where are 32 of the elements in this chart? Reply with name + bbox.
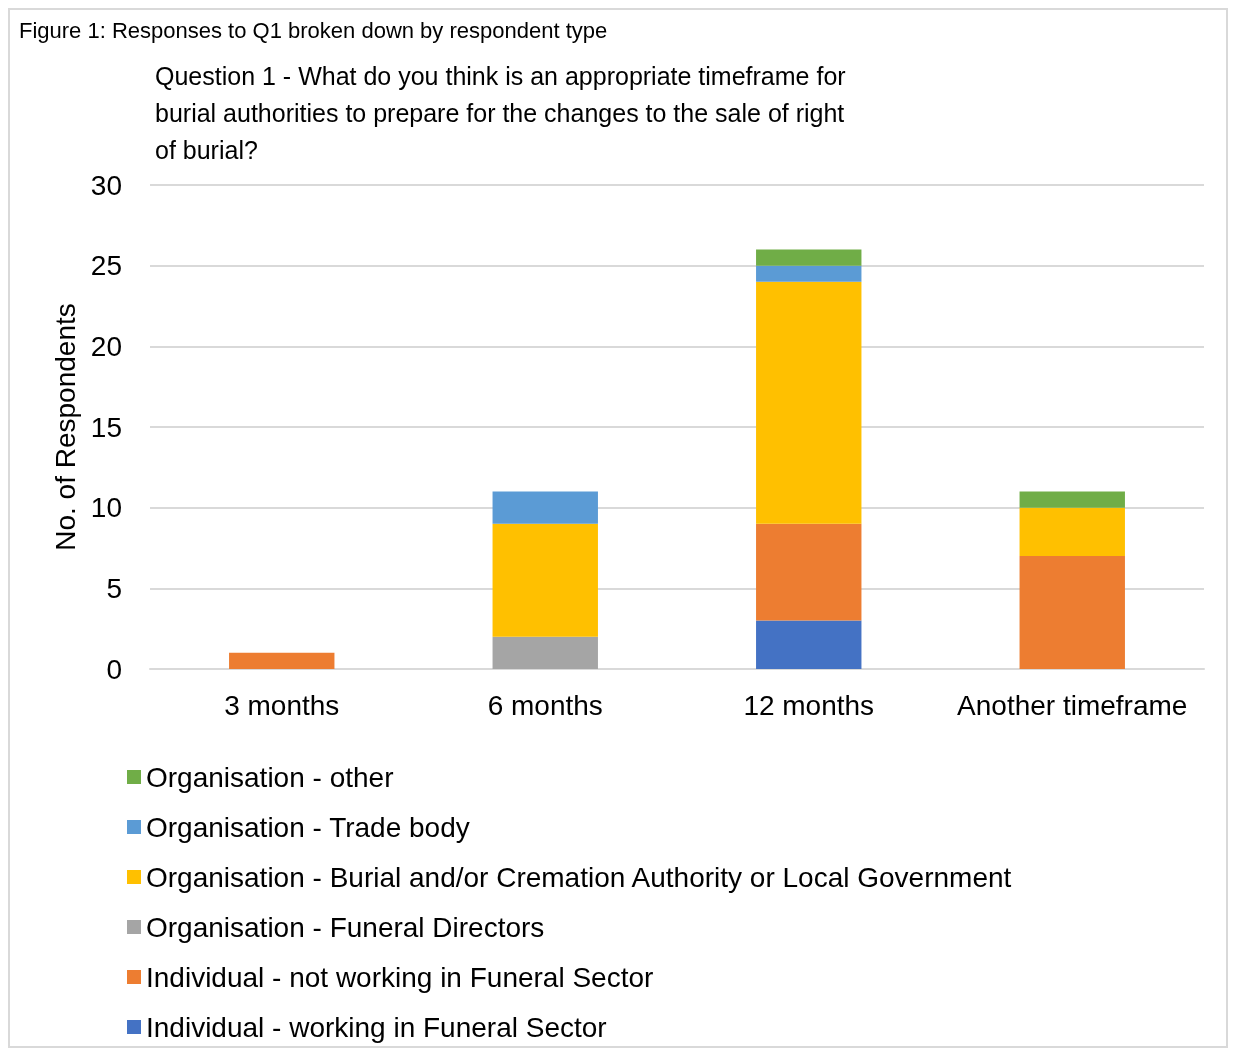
legend-label: Organisation - Burial and/or Cremation Authority or Local Government [146, 861, 1012, 893]
chart-title: Question 1 - What do you think is an appropriate timeframe for burial authorities to prepare for the changes to the sale of right of burial? [155, 61, 846, 164]
y-tick-label: 0 [106, 653, 122, 685]
y-tick-label: 5 [106, 572, 122, 604]
bar [1019, 507, 1125, 557]
bar [492, 636, 598, 669]
y-tick-label: 15 [90, 411, 122, 443]
x-tick-label: 6 months [487, 689, 603, 721]
bar [756, 620, 862, 669]
legend-label: Individual - working in Funeral Sector [146, 1011, 607, 1043]
legend-label: Individual - not working in Funeral Sector [146, 961, 654, 993]
y-tick-label: 30 [90, 169, 122, 201]
bar [756, 249, 862, 266]
bar [229, 652, 335, 669]
y-tick-label: 10 [90, 492, 122, 524]
bar [492, 491, 598, 524]
y-axis-title: No. of Respondents [50, 303, 82, 551]
legend-label: Organisation - other [146, 761, 394, 793]
bar [492, 523, 598, 637]
bar [756, 265, 862, 282]
bar [756, 523, 862, 621]
y-tick-label: 25 [90, 250, 122, 282]
x-tick-label: 12 months [743, 689, 875, 721]
legend-label: Organisation - Trade body [146, 811, 470, 843]
bar [756, 281, 862, 524]
bar [1019, 556, 1125, 669]
caption: Figure 1: Responses to Q1 broken down by respondent type [19, 17, 608, 43]
x-tick-label: 3 months [224, 689, 340, 721]
x-tick-label: Another timeframe [957, 689, 1188, 721]
y-tick-label: 20 [90, 330, 122, 362]
legend-label: Organisation - Funeral Directors [146, 911, 545, 943]
bar [1019, 491, 1125, 508]
